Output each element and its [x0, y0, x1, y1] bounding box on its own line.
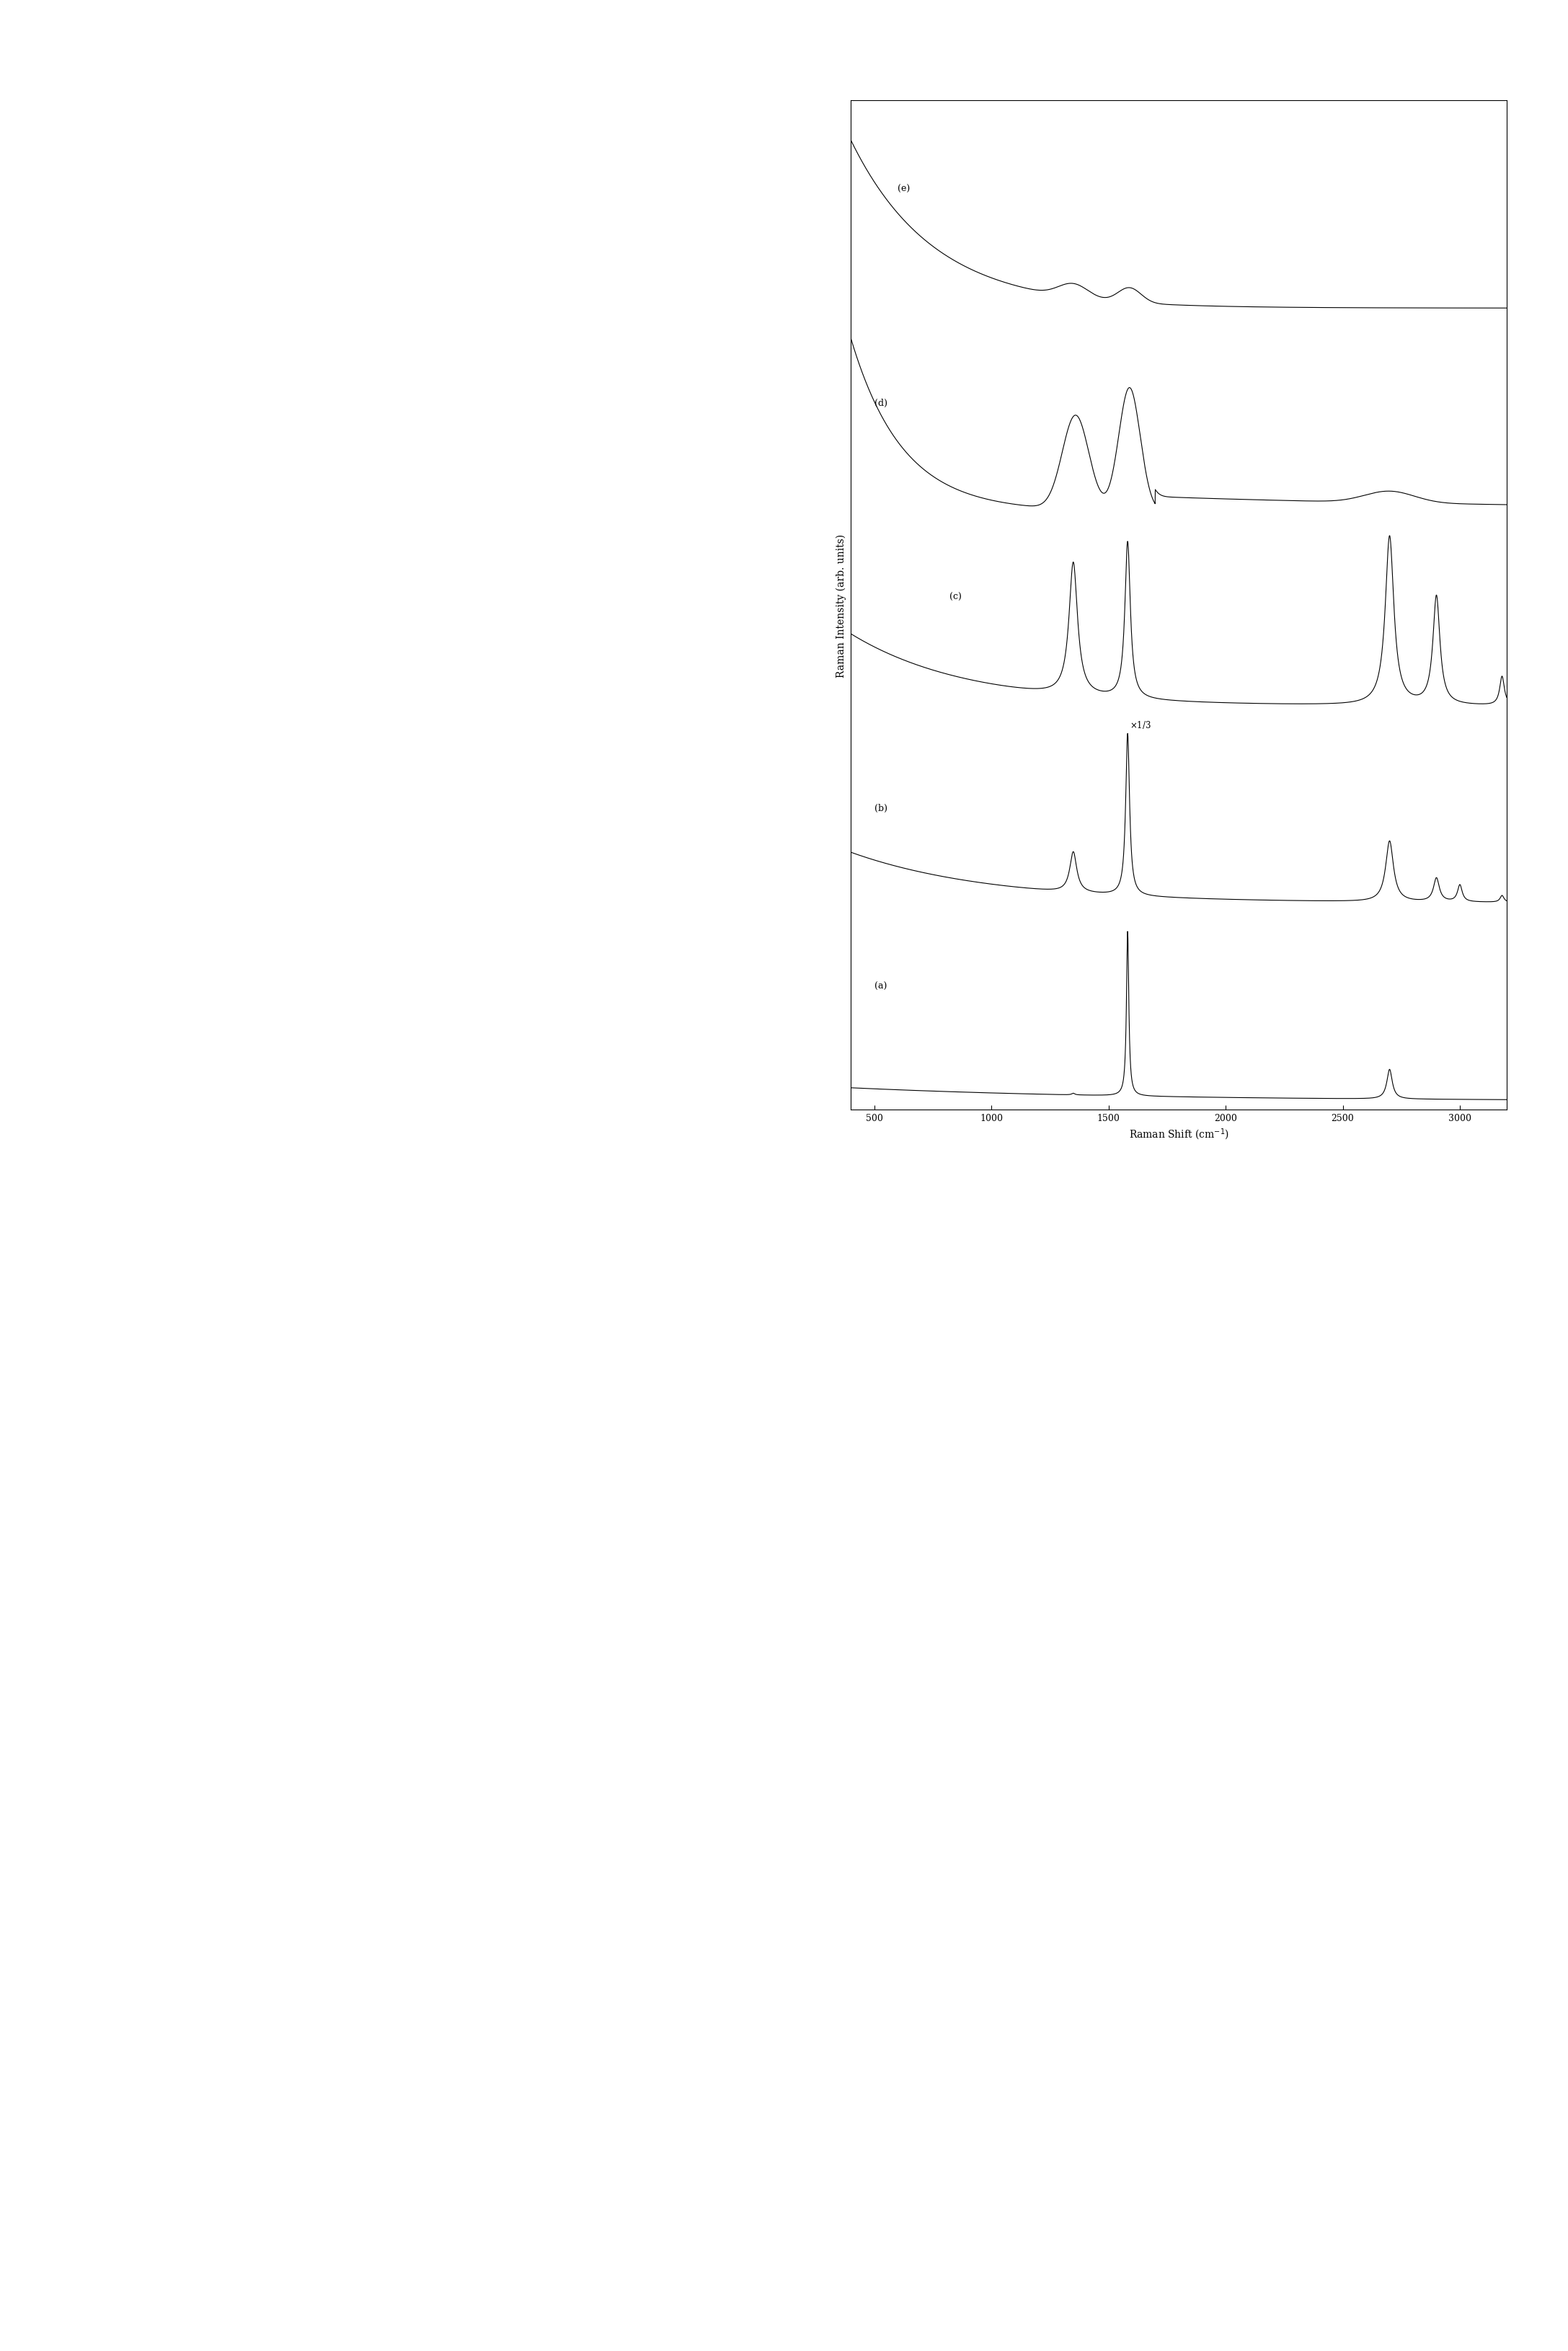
Text: $\times$1/3: $\times$1/3 — [1129, 719, 1151, 731]
X-axis label: Raman Shift (cm$^{-1}$): Raman Shift (cm$^{-1}$) — [1129, 1126, 1229, 1140]
Y-axis label: Raman Intensity (arb. units): Raman Intensity (arb. units) — [836, 534, 847, 677]
Text: (a): (a) — [873, 983, 886, 992]
Text: (e): (e) — [897, 183, 909, 193]
Text: (d): (d) — [873, 397, 887, 407]
Text: (b): (b) — [873, 804, 887, 813]
Text: (c): (c) — [949, 592, 961, 602]
